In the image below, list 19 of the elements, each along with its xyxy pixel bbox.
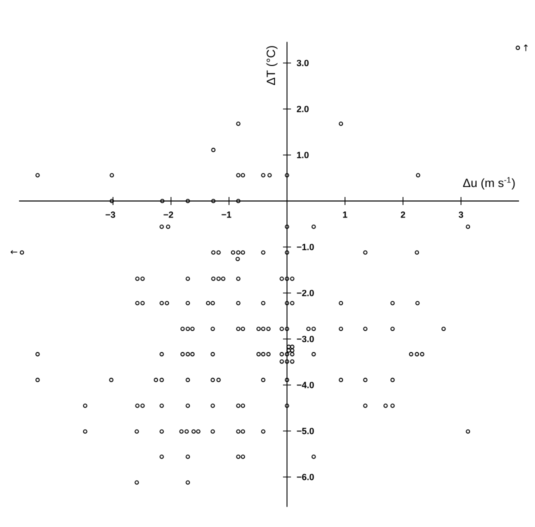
y-tick-label: −3.0 <box>296 336 314 342</box>
y-tick-label: 2.0 <box>296 106 309 112</box>
y-tick-label: −6.0 <box>296 474 314 480</box>
x-tick-label: −1 <box>222 212 232 218</box>
y-axis-title: ΔT (°C) <box>266 46 278 85</box>
x-tick-label: −3 <box>106 212 116 218</box>
x-tick-label: 3 <box>458 212 464 218</box>
y-tick-label: −2.0 <box>296 290 314 296</box>
x-axis-title: Δu (m s$^{-1}$) <box>463 177 515 190</box>
x-tick-label: 1 <box>343 212 348 218</box>
y-tick-label: 1.0 <box>297 152 309 158</box>
y-tick-label: 3.0 <box>296 60 309 66</box>
y-tick-label: −4.0 <box>296 382 314 388</box>
x-tick-label: 2 <box>400 212 406 218</box>
y-tick-label: −1.0 <box>296 244 314 250</box>
x-tick-label: −2 <box>164 212 174 218</box>
y-tick-label: −5.0 <box>296 428 314 434</box>
annotation: ↑ <box>524 44 528 52</box>
annotation: ← <box>10 250 18 254</box>
